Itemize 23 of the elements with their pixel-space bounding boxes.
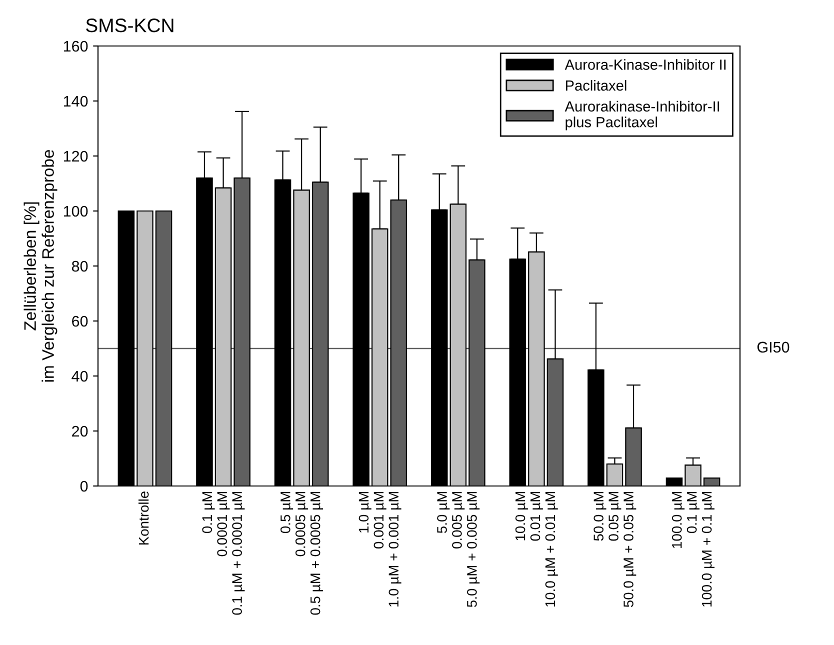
y-tick-label: 80 (72, 260, 88, 272)
y-tick-label: 160 (64, 40, 88, 52)
y-tick-label: 0 (80, 480, 88, 492)
y-tick-label: 120 (64, 150, 88, 162)
x-tick-label: 0.5 µM 0.0005 µM 0.5 µM + 0.0005 µM (280, 492, 323, 615)
x-tick-label: 5.0 µM 0.005 µM 5.0 µM + 0.005 µM (437, 492, 480, 608)
y-tick-label: 60 (72, 316, 88, 327)
y-tick-label: 100 (64, 206, 88, 217)
legend-label: Aurora-Kinase-Inhibitor II (564, 59, 726, 70)
x-tick-label: 0.1 µM 0.0001 µM 0.1 µM + 0.0001 µM (202, 492, 245, 615)
chart-title: SMS-KCN (86, 18, 174, 32)
y-axis-title: Zellüberleben [%] im Vergleich zur Referenzprobe (24, 150, 58, 382)
y-tick-label: 20 (72, 426, 88, 437)
ref-line-label: GI50 (757, 342, 790, 353)
y-tick-label: 40 (72, 370, 88, 382)
x-tick-label: 1.0 µM 0.001 µM 1.0 µM + 0.001 µM (358, 492, 402, 607)
legend-label: Paclitaxel (566, 80, 626, 91)
x-tick-label: Kontrolle (138, 491, 149, 545)
x-tick-label: 10.0 µM 0.01 µM 10.0 µM + 0.01 µM (515, 492, 558, 607)
x-tick-label: 50.0 µM 0.05 µM 50.0 µM + 0.05 µM (594, 492, 636, 608)
y-tick-label: 140 (64, 96, 88, 107)
x-tick-label: 100.0 µM 0.1 µM 100.0 µM + 0.1 µM (672, 492, 714, 607)
legend-label: Aurorakinase-Inhibitor-II plus Paclitaxel (564, 100, 720, 130)
